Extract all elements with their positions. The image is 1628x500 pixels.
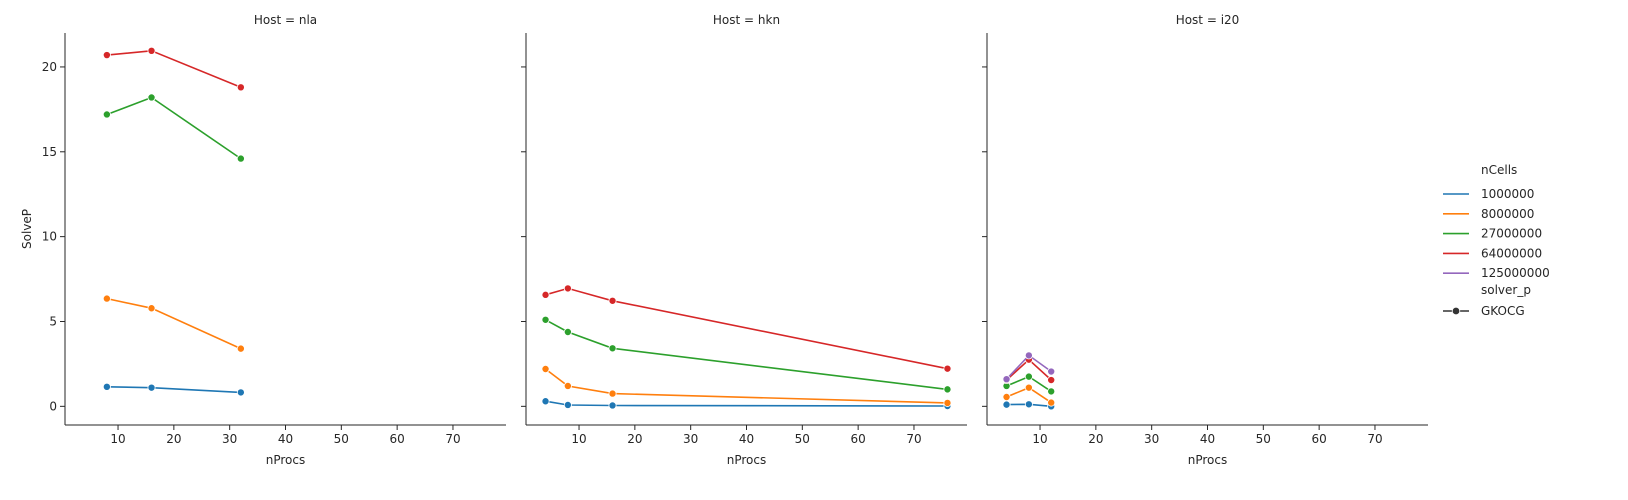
x-tick-label: 20 [627, 432, 642, 446]
x-tick-label: 10 [571, 432, 586, 446]
data-point-27000000 [102, 110, 111, 119]
data-point-1000000 [236, 388, 245, 397]
facet-panel-2: Host = i20 10 20 30 40 50 60 70 nProcs [982, 13, 1428, 467]
series-line-8000000 [106, 297, 242, 350]
y-tick-label: 5 [49, 314, 57, 328]
x-tick-label: 50 [795, 432, 810, 446]
data-point-64000000 [563, 284, 572, 293]
data-point-27000000 [1024, 372, 1033, 381]
x-tick-label: 10 [1032, 432, 1047, 446]
x-axis-label: nProcs [1188, 453, 1228, 467]
panel-title: Host = hkn [713, 13, 780, 27]
x-axis-label: nProcs [266, 453, 306, 467]
x-tick-label: 70 [906, 432, 921, 446]
data-point-1000000 [102, 382, 111, 391]
data-point-64000000 [102, 51, 111, 60]
x-tick-label: 30 [222, 432, 237, 446]
y-tick-label: 15 [42, 145, 57, 159]
series-line-8000000 [545, 368, 948, 404]
data-point-8000000 [1024, 383, 1033, 392]
x-tick-label: 30 [683, 432, 698, 446]
data-point-1000000 [1002, 400, 1011, 409]
series-line-64000000 [106, 49, 242, 89]
x-tick-label: 60 [390, 432, 405, 446]
data-point-64000000 [147, 46, 156, 55]
legend: nCells 1000000 8000000 27000000 64000000 1250… [1443, 163, 1550, 318]
data-point-27000000 [147, 93, 156, 102]
x-tick-label: 60 [851, 432, 866, 446]
panel-title: Host = i20 [1176, 13, 1240, 27]
data-point-64000000 [541, 290, 550, 299]
x-axis-label: nProcs [727, 453, 767, 467]
legend-style-marker [1451, 306, 1461, 316]
legend-label-gkocg: GKOCG [1481, 304, 1525, 318]
data-point-27000000 [1047, 387, 1056, 396]
legend-label-27000000: 27000000 [1481, 227, 1542, 241]
data-point-27000000 [608, 344, 617, 353]
data-point-1000000 [541, 397, 550, 406]
data-point-8000000 [1002, 392, 1011, 401]
data-point-8000000 [1047, 398, 1056, 407]
legend-label-8000000: 8000000 [1481, 207, 1534, 221]
data-point-27000000 [541, 315, 550, 324]
x-tick-label: 70 [445, 432, 460, 446]
data-point-64000000 [943, 364, 952, 373]
data-point-8000000 [563, 381, 572, 390]
x-tick-label: 70 [1367, 432, 1382, 446]
x-tick-label: 50 [1256, 432, 1271, 446]
panel-title: Host = nla [254, 13, 317, 27]
data-point-8000000 [236, 344, 245, 353]
data-point-1000000 [563, 400, 572, 409]
x-tick-label: 30 [1144, 432, 1159, 446]
x-tick-label: 40 [278, 432, 293, 446]
x-tick-label: 40 [1200, 432, 1215, 446]
data-point-27000000 [236, 154, 245, 163]
data-point-27000000 [563, 328, 572, 337]
legend-title-ncells: nCells [1481, 163, 1517, 177]
data-point-8000000 [541, 364, 550, 373]
series-line-27000000 [106, 96, 242, 160]
legend-label-125000000: 125000000 [1481, 266, 1550, 280]
x-tick-label: 50 [334, 432, 349, 446]
x-tick-label: 40 [739, 432, 754, 446]
data-point-8000000 [943, 398, 952, 407]
legend-title-solver: solver_p [1481, 283, 1531, 297]
data-point-64000000 [236, 83, 245, 92]
data-point-8000000 [102, 294, 111, 303]
data-point-64000000 [1047, 376, 1056, 385]
facet-panel-0: Host = nla 10 20 30 40 50 60 70 nProcs 0 5 10 15 20 So… [20, 13, 506, 467]
data-point-8000000 [147, 304, 156, 313]
series-line-27000000 [545, 319, 948, 391]
data-point-125000000 [1047, 367, 1056, 376]
data-point-27000000 [943, 385, 952, 394]
y-tick-label: 20 [42, 60, 57, 74]
x-tick-label: 60 [1312, 432, 1327, 446]
data-point-8000000 [608, 389, 617, 398]
legend-label-64000000: 64000000 [1481, 246, 1542, 260]
data-point-1000000 [608, 401, 617, 410]
y-axis-label: SolveP [20, 209, 34, 249]
x-tick-label: 10 [110, 432, 125, 446]
data-point-125000000 [1024, 351, 1033, 360]
series-line-1000000 [545, 400, 948, 407]
data-point-125000000 [1002, 375, 1011, 384]
y-tick-label: 0 [49, 399, 57, 413]
data-point-64000000 [608, 296, 617, 305]
facet-panel-1: Host = hkn 10 20 30 40 50 60 70 nProcs [521, 13, 967, 467]
legend-label-1000000: 1000000 [1481, 187, 1534, 201]
series-line-1000000 [106, 386, 241, 394]
x-tick-label: 20 [166, 432, 181, 446]
x-tick-label: 20 [1088, 432, 1103, 446]
series-line-64000000 [545, 287, 948, 370]
data-point-1000000 [1024, 400, 1033, 409]
y-tick-label: 10 [42, 230, 57, 244]
data-point-1000000 [147, 383, 156, 392]
